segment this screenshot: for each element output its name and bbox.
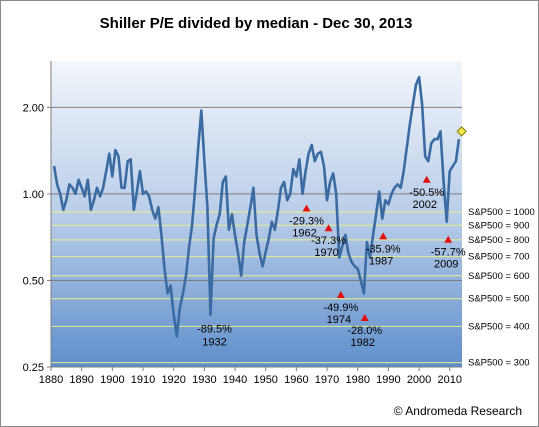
x-tick-label: 1900	[100, 374, 124, 386]
annotation-marker	[444, 235, 453, 243]
annotation-percent: -37.3%	[311, 235, 346, 247]
annotation-marker	[379, 232, 388, 240]
x-tick-label: 1960	[284, 374, 308, 386]
series-line	[52, 75, 461, 338]
annotation-percent: -89.5%	[197, 324, 232, 336]
annotation-marker	[336, 291, 345, 299]
annotation-percent: -49.9%	[323, 302, 358, 314]
annotation-marker	[360, 314, 369, 322]
annotation-year: 2009	[434, 259, 458, 271]
annotation-year: 1932	[202, 337, 226, 349]
sp500-level-label: S&P500 = 700	[468, 252, 530, 263]
x-tick-label: 1980	[345, 374, 369, 386]
annotation-marker	[324, 224, 333, 232]
y-tick-label: 1.00	[23, 189, 44, 201]
sp500-level-label: S&P500 = 300	[468, 358, 530, 369]
y-tick-label: 2.00	[23, 102, 44, 114]
sp500-level-label: S&P500 = 600	[468, 271, 530, 282]
x-tick-label: 1930	[192, 374, 216, 386]
annotation-marker	[302, 204, 311, 212]
current-value-marker	[456, 126, 467, 137]
annotation-percent: -28.0%	[347, 325, 382, 337]
x-tick-label: 1910	[131, 374, 155, 386]
sp500-level-label: S&P500 = 800	[468, 235, 530, 246]
annotation-percent: -50.5%	[409, 187, 444, 199]
axes: 0.25 0.50 1.00 2.00 1880 1890 1900 1910 1920 1930…	[23, 61, 462, 386]
annotation-marker	[422, 175, 431, 183]
sp500-level-label: S&P500 = 400	[468, 321, 530, 332]
x-tick-label: 1920	[161, 374, 185, 386]
x-tick-label: 1890	[69, 374, 93, 386]
x-tick-label: 1880	[39, 374, 63, 386]
sp500-level-label: S&P500 = 500	[468, 294, 530, 305]
x-tick-label: 1970	[315, 374, 339, 386]
annotation-year: 1970	[314, 247, 338, 259]
x-tick-label: 2010	[437, 374, 461, 386]
chart-title: Shiller P/E divided by median - Dec 30, …	[100, 15, 413, 32]
annotations: -89.5%1932 -29.3%1962-37.3%1970 -49.9%1974…	[197, 175, 466, 349]
annotation-percent: -57.7%	[431, 247, 466, 259]
annotation-year: 2002	[412, 199, 436, 211]
annotation-percent: -29.3%	[289, 215, 324, 227]
sp500-level-label: S&P500 = 1000	[468, 207, 535, 218]
series-group	[52, 75, 467, 338]
annotation-year: 1962	[292, 227, 316, 239]
credit-label: © Andromeda Research	[394, 404, 522, 418]
x-tick-label: 1990	[376, 374, 400, 386]
y-tick-label: 0.25	[23, 362, 44, 374]
y-tick-label: 0.50	[23, 275, 44, 287]
annotation-year: 1974	[327, 314, 351, 326]
x-tick-label: 1940	[223, 374, 247, 386]
sp500-level-lines: S&P500 = 1000 S&P500 = 900 S&P500 = 800 S&P…	[51, 207, 535, 369]
annotation-percent: -35.9%	[366, 243, 401, 255]
x-tick-label: 1950	[253, 374, 277, 386]
annotation-year: 1987	[369, 255, 393, 267]
annotation-year: 1982	[351, 337, 375, 349]
x-tick-label: 2000	[407, 374, 431, 386]
sp500-level-label: S&P500 = 900	[468, 220, 530, 231]
plot-area	[51, 61, 462, 367]
